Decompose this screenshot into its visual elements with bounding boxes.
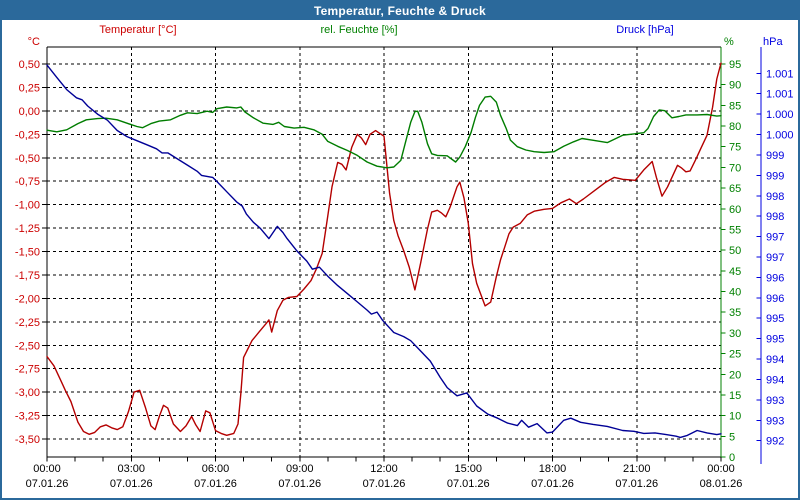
time-tick-label: 12:00 xyxy=(370,463,398,475)
humidity-axis-label: 20 xyxy=(729,369,741,381)
humidity-axis-label: 30 xyxy=(729,328,741,340)
pressure-axis-label: 998 xyxy=(766,191,784,203)
legend-temperature: Temperatur [°C] xyxy=(99,24,177,36)
time-tick-label: 00:00 xyxy=(33,463,61,475)
temperature-series-line xyxy=(46,62,722,436)
pressure-axis-label: 996 xyxy=(766,293,784,305)
temperature-axis-label: 0,50 xyxy=(19,59,40,71)
pressure-axis-label: 998 xyxy=(766,211,784,223)
humidity-axis-label: 15 xyxy=(729,390,741,402)
humidity-axis-label: 80 xyxy=(729,121,741,133)
pressure-axis-label: 992 xyxy=(766,436,784,448)
window-title: Temperatur, Feuchte & Druck xyxy=(2,2,798,20)
humidity-series-line xyxy=(46,95,722,169)
temperature-axis-label: -3,25 xyxy=(15,411,40,423)
date-tick-label: 07.01.26 xyxy=(447,478,490,490)
date-tick-label: 07.01.26 xyxy=(531,478,574,490)
pressure-axis-label: 997 xyxy=(766,232,784,244)
pressure-axis-label: 999 xyxy=(766,150,784,162)
humidity-axis-label: 35 xyxy=(729,307,741,319)
humidity-axis-label: 75 xyxy=(729,142,741,154)
time-tick-label: 03:00 xyxy=(117,463,145,475)
time-tick-label: 06:00 xyxy=(202,463,230,475)
temperature-axis-label: -0,75 xyxy=(15,176,40,188)
pressure-axis-label: 1.000 xyxy=(766,130,794,142)
pressure-axis-label: 994 xyxy=(766,354,784,366)
pressure-axis-label: 995 xyxy=(766,313,784,325)
humidity-axis-label: 10 xyxy=(729,411,741,423)
pressure-series-line xyxy=(46,64,722,439)
legend-humidity: rel. Feuchte [%] xyxy=(320,24,398,36)
date-tick-label: 07.01.26 xyxy=(615,478,658,490)
time-tick-label: 00:00 xyxy=(707,463,735,475)
humidity-axis-label: 50 xyxy=(729,245,741,257)
date-tick-label: 07.01.26 xyxy=(363,478,406,490)
humidity-axis-label: 60 xyxy=(729,204,741,216)
temperature-axis-label: -2,75 xyxy=(15,364,40,376)
pressure-axis-label: 1.001 xyxy=(766,89,794,101)
temperature-axis-label: -0,50 xyxy=(15,153,40,165)
pressure-axis-label: 1.001 xyxy=(766,68,794,80)
humidity-axis-label: 90 xyxy=(729,80,741,92)
temperature-axis-label: -1,50 xyxy=(15,247,40,259)
humidity-axis-label: 55 xyxy=(729,224,741,236)
humidity-axis-label: 65 xyxy=(729,183,741,195)
temperature-axis-label: 0,25 xyxy=(19,82,40,94)
humidity-axis-label: 45 xyxy=(729,266,741,278)
temperature-axis-label: -3,50 xyxy=(15,434,40,446)
pressure-axis-unit: hPa xyxy=(763,36,783,48)
pressure-axis-label: 993 xyxy=(766,395,784,407)
pressure-axis-label: 999 xyxy=(766,170,784,182)
temperature-axis-label: -1,25 xyxy=(15,223,40,235)
pressure-axis-label: 993 xyxy=(766,415,784,427)
temperature-axis-label: 0,00 xyxy=(19,106,40,118)
legend-pressure: Druck [hPa] xyxy=(616,24,674,36)
date-tick-label: 07.01.26 xyxy=(110,478,153,490)
humidity-axis-label: 70 xyxy=(729,162,741,174)
temperature-axis-label: -2,00 xyxy=(15,293,40,305)
humidity-axis-label: 0 xyxy=(729,452,735,464)
temperature-axis-label: -2,25 xyxy=(15,317,40,329)
temperature-axis-label: -2,50 xyxy=(15,340,40,352)
time-tick-label: 21:00 xyxy=(623,463,651,475)
humidity-axis-label: 5 xyxy=(729,431,735,443)
pressure-axis-label: 1.000 xyxy=(766,109,794,121)
date-tick-label: 07.01.26 xyxy=(278,478,321,490)
temperature-axis-unit: °C xyxy=(27,36,40,48)
time-tick-label: 18:00 xyxy=(539,463,567,475)
temperature-axis-label: -0,25 xyxy=(15,129,40,141)
pressure-axis-label: 994 xyxy=(766,374,784,386)
humidity-axis-label: 95 xyxy=(729,59,741,71)
time-tick-label: 09:00 xyxy=(286,463,314,475)
date-tick-label: 07.01.26 xyxy=(26,478,69,490)
temperature-axis-label: -1,00 xyxy=(15,200,40,212)
temperature-axis-label: -1,75 xyxy=(15,270,40,282)
date-tick-label: 07.01.26 xyxy=(194,478,237,490)
time-tick-label: 15:00 xyxy=(454,463,482,475)
pressure-axis-label: 997 xyxy=(766,252,784,264)
temperature-axis-label: -3,00 xyxy=(15,387,40,399)
humidity-axis-unit: % xyxy=(724,36,734,48)
humidity-axis-label: 25 xyxy=(729,349,741,361)
pressure-axis-label: 996 xyxy=(766,272,784,284)
pressure-axis-label: 995 xyxy=(766,334,784,346)
humidity-axis-label: 40 xyxy=(729,287,741,299)
humidity-axis-label: 85 xyxy=(729,100,741,112)
date-tick-label: 08.01.26 xyxy=(700,478,743,490)
